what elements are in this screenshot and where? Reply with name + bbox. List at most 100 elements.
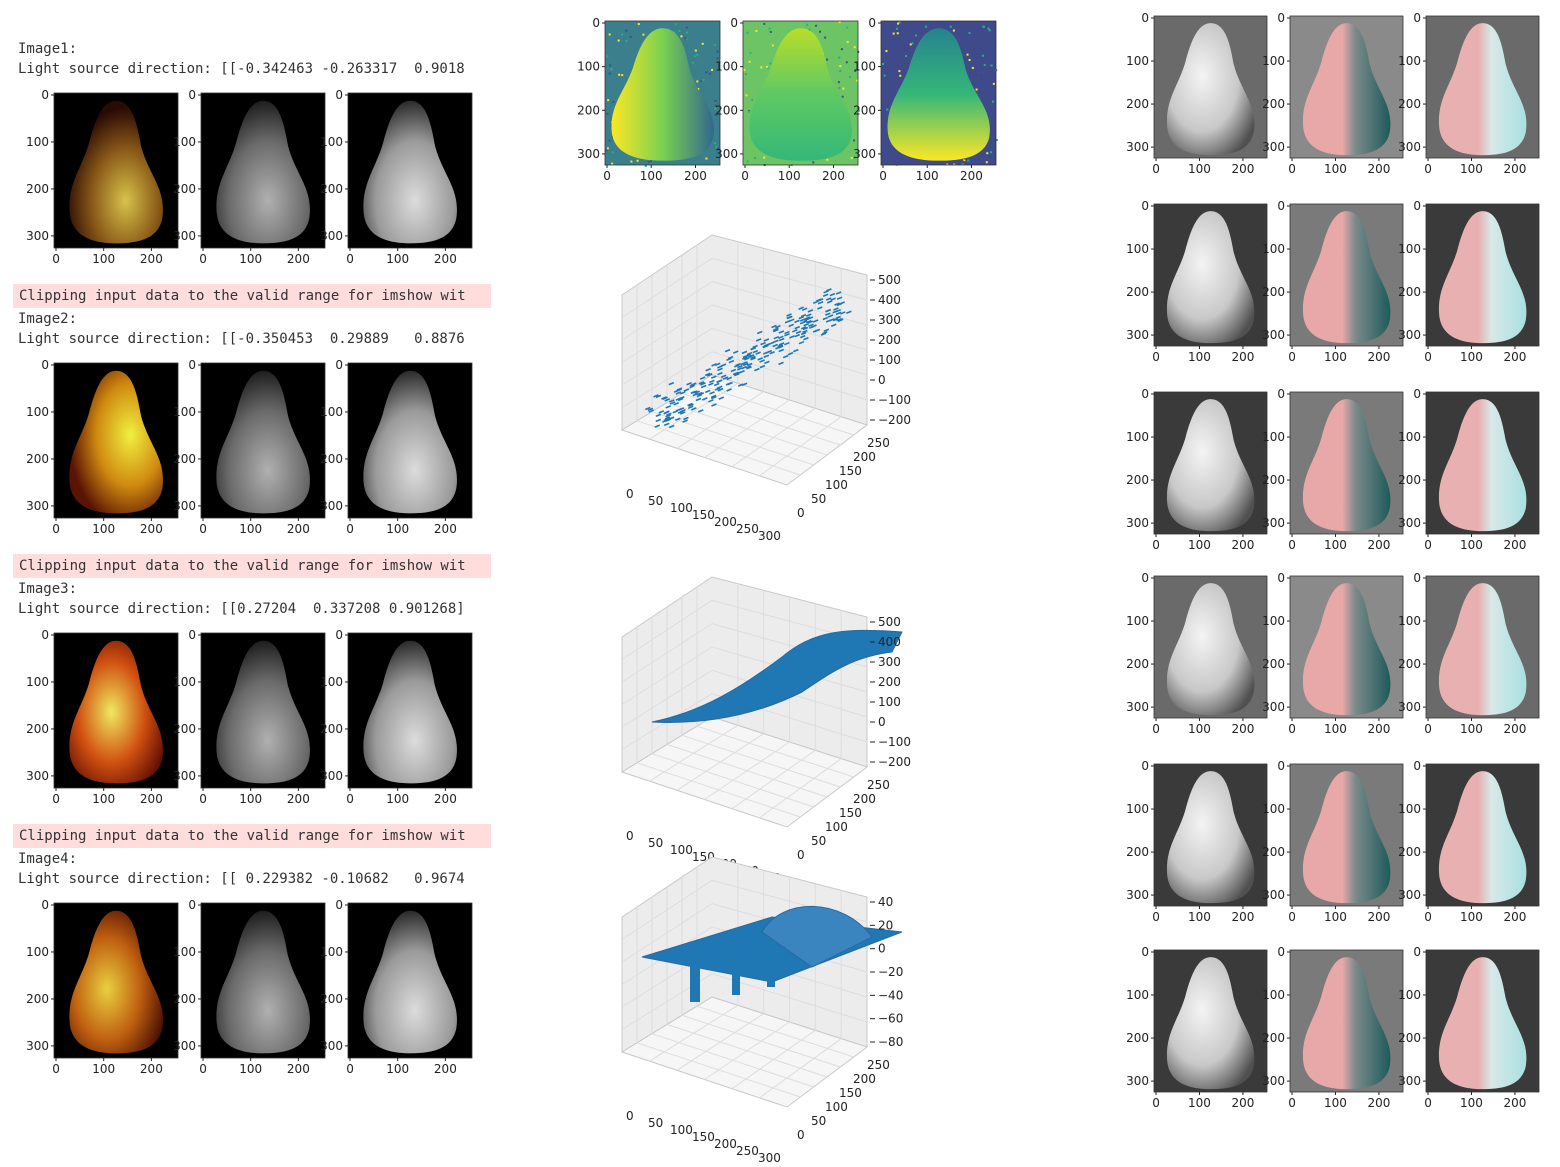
normal-map-image: 01002003000 100 200 <box>1396 568 1549 740</box>
y-tick-label: 200 <box>1126 657 1149 671</box>
x-tick-label: 100 <box>1460 350 1483 364</box>
normal-map-image: 01002003000 100 200 <box>1396 196 1549 368</box>
x-tick-label: 200 <box>287 792 310 806</box>
x-tick-label: 100 <box>239 1062 262 1076</box>
y-tick-label: 300 <box>1126 888 1149 902</box>
y-tick-label: 300 <box>1126 328 1149 342</box>
y-tick-label: 0 <box>730 16 738 30</box>
normal-map-image: 01002003000 100 200 <box>1124 756 1277 928</box>
y-tick-label: 200 <box>26 722 49 736</box>
normal-map-image: 01002003000 100 200 <box>1124 196 1277 368</box>
x-tick-label: 0 <box>1424 162 1432 176</box>
z-tick-label: 100 <box>878 695 901 709</box>
x-tick-label: 0 <box>1288 910 1296 924</box>
y-tick-label: 100 <box>715 60 738 74</box>
x-tick-label: 300 <box>758 1151 781 1165</box>
y-tick-label: 300 <box>715 147 738 161</box>
x-tick-label: 200 <box>1503 162 1526 176</box>
x-tick-label: 0 <box>1152 722 1160 736</box>
y-tick-label: 100 <box>26 405 49 419</box>
y-tick-label: 300 <box>173 769 196 783</box>
x-tick-label: 100 <box>1188 162 1211 176</box>
y-tick-label: 0 <box>41 898 49 912</box>
x-tick-label: 100 <box>1460 1096 1483 1110</box>
y-tick-label: 100 <box>825 478 848 492</box>
z-tick-label: 500 <box>878 273 901 287</box>
y-tick-label: 200 <box>173 992 196 1006</box>
pear-albedo-image: 01002003000 100 200 <box>171 355 335 540</box>
z-tick-label: −100 <box>878 393 911 407</box>
y-tick-label: 0 <box>188 628 196 642</box>
x-tick-label: 100 <box>92 522 115 536</box>
x-tick-label: 0 <box>1152 538 1160 552</box>
z-tick-label: 20 <box>878 918 893 932</box>
z-tick-label: 300 <box>878 313 901 327</box>
y-tick-label: 150 <box>839 1086 862 1100</box>
x-tick-label: 300 <box>758 529 781 543</box>
x-tick-label: 200 <box>1367 538 1390 552</box>
y-tick-label: 0 <box>1413 945 1421 959</box>
y-tick-label: 100 <box>1262 988 1285 1002</box>
depth-surface-3d: 40200−20−40−60−800 50 100 150 200 250 30005010… <box>612 857 922 1167</box>
normal-map-image: 01002003000 100 200 <box>1260 8 1413 180</box>
x-tick-label: 0 <box>199 792 207 806</box>
y-tick-label: 100 <box>173 135 196 149</box>
x-tick-label: 100 <box>670 843 693 857</box>
z-tick-label: 0 <box>878 373 886 387</box>
x-tick-label: 0 <box>1288 1096 1296 1110</box>
pear-shading-image: 01002003000 100 200 <box>318 355 482 540</box>
y-tick-label: 0 <box>41 628 49 642</box>
pear-shading-image: 01002003000 100 200 <box>318 895 482 1080</box>
x-tick-label: 200 <box>1231 350 1254 364</box>
y-tick-label: 0 <box>1141 945 1149 959</box>
x-tick-label: 200 <box>822 169 845 183</box>
z-tick-label: 200 <box>878 333 901 347</box>
z-tick-label: 100 <box>878 353 901 367</box>
x-tick-label: 0 <box>1152 162 1160 176</box>
y-tick-label: 200 <box>173 182 196 196</box>
z-tick-label: −20 <box>878 965 903 979</box>
y-tick-label: 200 <box>320 722 343 736</box>
x-tick-label: 0 <box>1152 350 1160 364</box>
y-tick-label: 300 <box>26 1039 49 1053</box>
y-tick-label: 200 <box>26 992 49 1006</box>
x-tick-label: 0 <box>346 792 354 806</box>
z-tick-label: −100 <box>878 735 911 749</box>
y-tick-label: 300 <box>26 769 49 783</box>
y-tick-label: 200 <box>173 452 196 466</box>
y-tick-label: 300 <box>173 499 196 513</box>
x-tick-label: 200 <box>1367 350 1390 364</box>
x-tick-label: 0 <box>346 1062 354 1076</box>
normal-x-heatmap: 01002003000 100 200 <box>575 13 730 187</box>
pear-color-image: 01002003000 100 200 <box>24 625 188 810</box>
x-tick-label: 100 <box>239 252 262 266</box>
y-tick-label: 0 <box>797 1128 805 1142</box>
x-tick-label: 200 <box>140 522 163 536</box>
normal-map-image: 01002003000 100 200 <box>1396 942 1549 1114</box>
x-tick-label: 0 <box>52 1062 60 1076</box>
z-tick-label: 0 <box>878 942 886 956</box>
x-tick-label: 250 <box>736 1144 759 1158</box>
x-tick-label: 200 <box>1231 162 1254 176</box>
x-tick-label: 100 <box>1188 1096 1211 1110</box>
y-tick-label: 200 <box>853 103 876 117</box>
normal-map-image: 01002003000 100 200 <box>1396 756 1549 928</box>
x-tick-label: 200 <box>714 1137 737 1151</box>
y-tick-label: 100 <box>853 60 876 74</box>
y-tick-label: 200 <box>1126 473 1149 487</box>
image-label: Image4: <box>18 850 77 869</box>
y-tick-label: 100 <box>1262 430 1285 444</box>
x-tick-label: 100 <box>1188 722 1211 736</box>
normal-map-image: 01002003000 100 200 <box>1124 568 1277 740</box>
y-tick-label: 200 <box>853 792 876 806</box>
x-tick-label: 200 <box>287 1062 310 1076</box>
x-tick-label: 100 <box>670 501 693 515</box>
x-tick-label: 100 <box>1324 722 1347 736</box>
y-tick-label: 100 <box>1262 802 1285 816</box>
y-tick-label: 100 <box>1398 802 1421 816</box>
y-tick-label: 0 <box>1141 759 1149 773</box>
y-tick-label: 100 <box>1126 242 1149 256</box>
x-tick-label: 100 <box>386 1062 409 1076</box>
x-tick-label: 100 <box>1460 722 1483 736</box>
y-tick-label: 100 <box>1398 988 1421 1002</box>
